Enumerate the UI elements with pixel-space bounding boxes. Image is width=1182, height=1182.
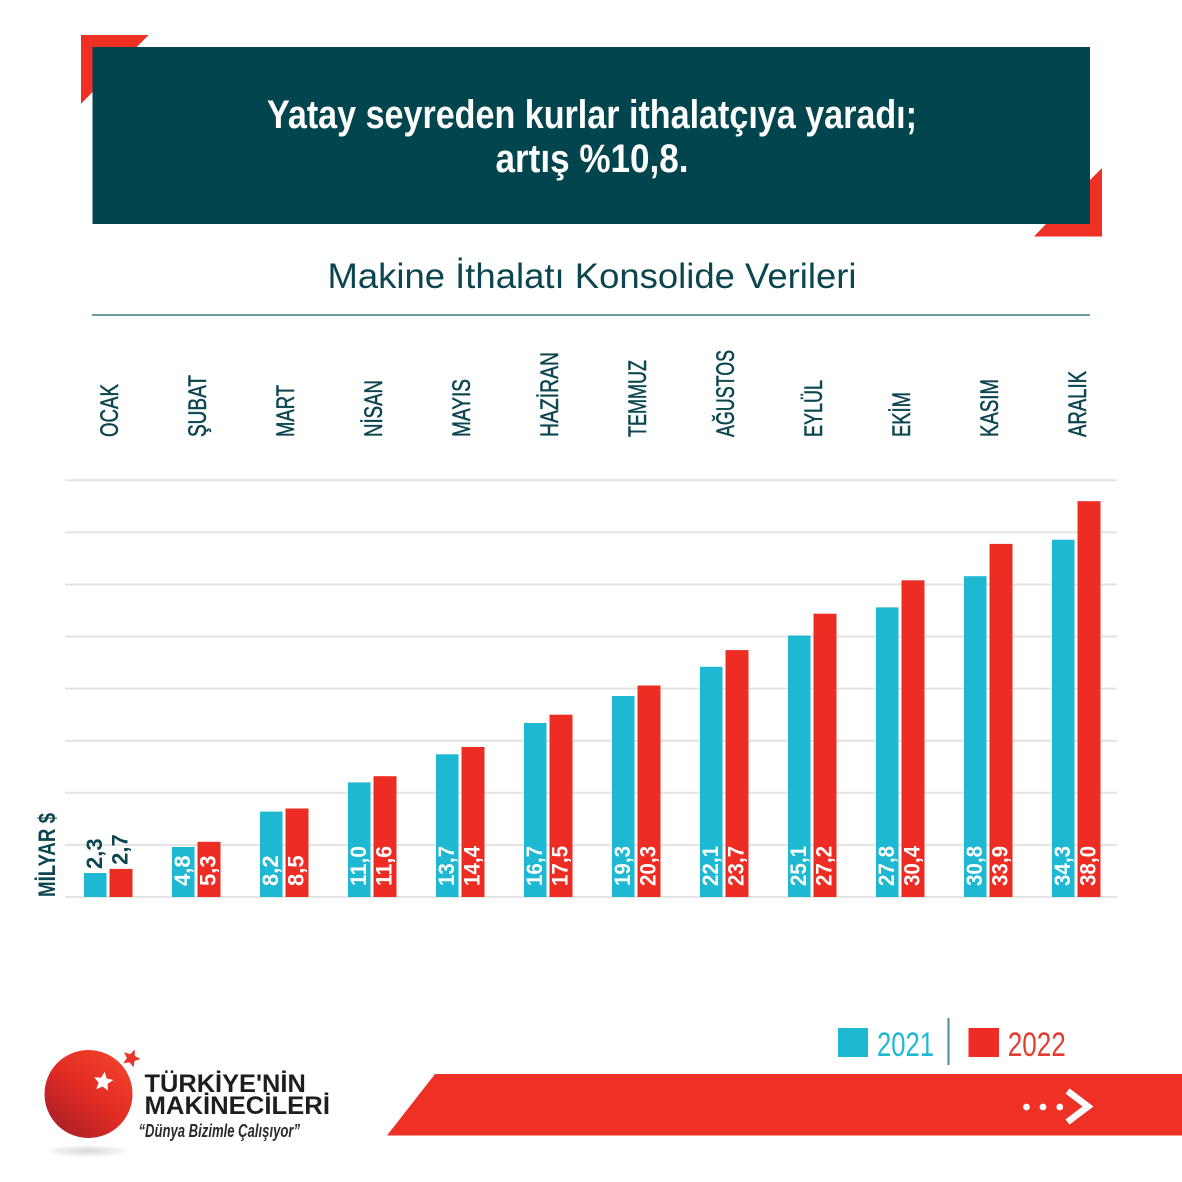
svg-text:34,3: 34,3 — [1050, 846, 1075, 886]
svg-text:16,7: 16,7 — [522, 846, 547, 886]
svg-text:artış %10,8.: artış %10,8. — [496, 137, 689, 181]
svg-text:19,3: 19,3 — [610, 846, 635, 886]
svg-text:25,1: 25,1 — [786, 846, 811, 886]
svg-text:ŞUBAT: ŞUBAT — [184, 375, 212, 437]
svg-text:Yatay seyreden kurlar ithalatç: Yatay seyreden kurlar ithalatçıya yaradı… — [267, 93, 917, 137]
svg-text:33,9: 33,9 — [988, 846, 1013, 886]
svg-text:2022: 2022 — [1008, 1026, 1066, 1064]
svg-text:ARALIK: ARALIK — [1064, 371, 1092, 437]
svg-text:MİLYAR $: MİLYAR $ — [34, 812, 61, 897]
svg-text:2,7: 2,7 — [108, 834, 133, 865]
svg-text:OCAK: OCAK — [96, 384, 124, 437]
svg-text:17,5: 17,5 — [548, 846, 573, 886]
svg-text:MAKİNECİLERİ: MAKİNECİLERİ — [145, 1092, 331, 1120]
svg-text:5,3: 5,3 — [196, 855, 221, 886]
svg-text:8,5: 8,5 — [284, 855, 309, 886]
svg-text:Makine İthalatı Konsolide Veri: Makine İthalatı Konsolide Verileri — [328, 257, 857, 296]
svg-text:4,8: 4,8 — [170, 855, 195, 886]
svg-text:MART: MART — [272, 385, 300, 437]
svg-text:TEMMUZ: TEMMUZ — [624, 360, 652, 437]
svg-text:8,2: 8,2 — [258, 855, 283, 886]
svg-text:HAZİRAN: HAZİRAN — [535, 352, 564, 437]
svg-text:2021: 2021 — [877, 1026, 934, 1064]
svg-text:11,6: 11,6 — [372, 846, 397, 886]
svg-text:NİSAN: NİSAN — [359, 380, 388, 437]
svg-text:38,0: 38,0 — [1076, 846, 1101, 886]
svg-text:30,4: 30,4 — [900, 845, 925, 886]
svg-text:13,7: 13,7 — [434, 846, 459, 886]
svg-text:EYLÜL: EYLÜL — [800, 380, 828, 437]
svg-text:23,7: 23,7 — [724, 846, 749, 886]
svg-text:22,1: 22,1 — [698, 846, 723, 886]
svg-text:27,8: 27,8 — [874, 846, 899, 886]
svg-text:27,2: 27,2 — [812, 846, 837, 886]
svg-text:MAYIS: MAYIS — [448, 379, 476, 437]
svg-text:2,3: 2,3 — [82, 838, 107, 869]
svg-text:TÜRKİYE'NİN: TÜRKİYE'NİN — [145, 1069, 306, 1098]
svg-text:KASIM: KASIM — [976, 379, 1004, 437]
svg-text:“Dünya Bizimle Çalışıyor”: “Dünya Bizimle Çalışıyor” — [139, 1121, 301, 1141]
svg-text:AĞUSTOS: AĞUSTOS — [711, 350, 740, 437]
svg-text:20,3: 20,3 — [636, 846, 661, 886]
svg-text:EKİM: EKİM — [887, 392, 916, 437]
svg-text:11,0: 11,0 — [346, 846, 371, 886]
svg-text:30,8: 30,8 — [962, 846, 987, 886]
svg-text:14,4: 14,4 — [460, 845, 485, 886]
